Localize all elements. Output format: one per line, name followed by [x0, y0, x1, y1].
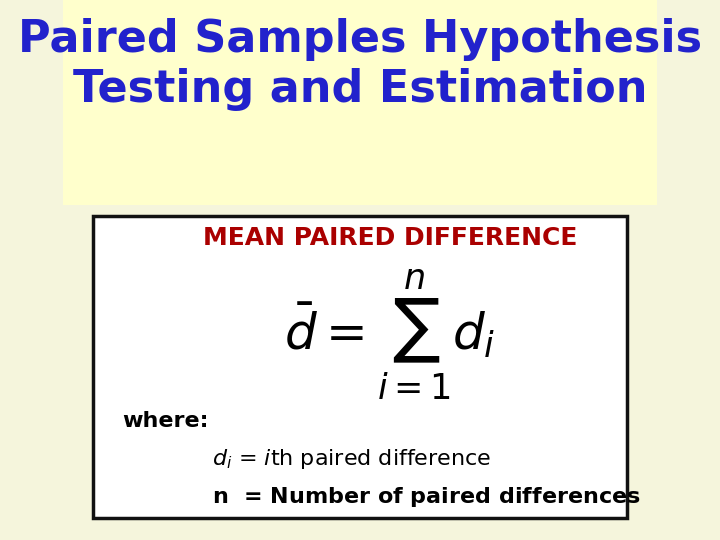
Text: where:: where:	[122, 411, 209, 431]
Text: MEAN PAIRED DIFFERENCE: MEAN PAIRED DIFFERENCE	[202, 226, 577, 249]
Text: $\mathbf{n}$  = Number of paired differences: $\mathbf{n}$ = Number of paired differen…	[212, 485, 640, 509]
FancyBboxPatch shape	[93, 216, 627, 518]
Text: $\bar{d} = \sum_{i=1}^{n} d_i$: $\bar{d} = \sum_{i=1}^{n} d_i$	[284, 267, 495, 402]
Text: $d_i$ = $i$th paired difference: $d_i$ = $i$th paired difference	[212, 447, 491, 471]
Text: Paired Samples Hypothesis
Testing and Estimation: Paired Samples Hypothesis Testing and Es…	[18, 18, 702, 111]
FancyBboxPatch shape	[63, 0, 657, 205]
